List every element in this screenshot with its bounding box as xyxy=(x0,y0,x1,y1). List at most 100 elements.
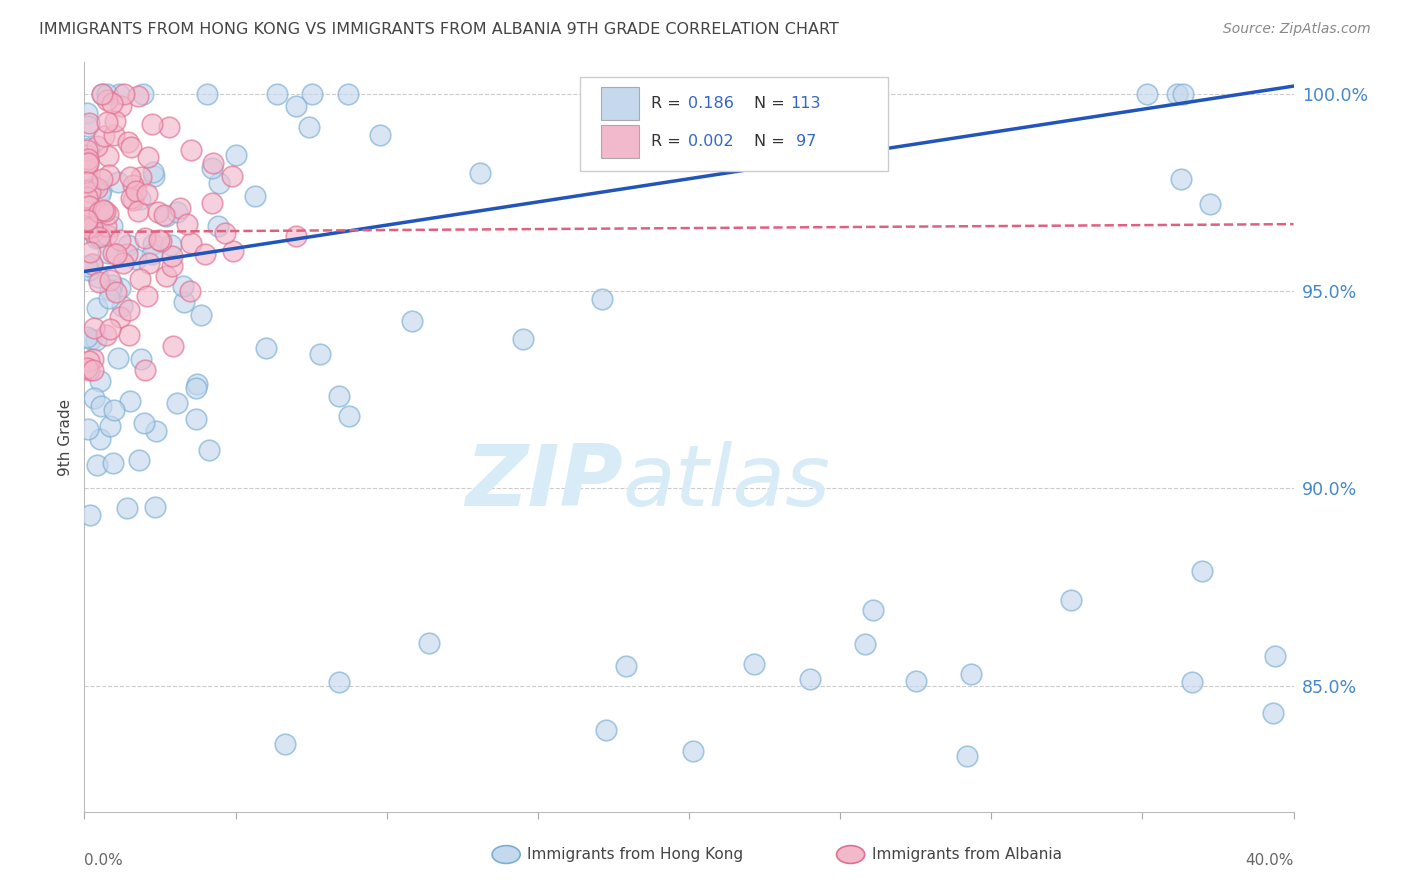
Point xyxy=(86,301,108,315)
Point xyxy=(100,418,122,433)
Point xyxy=(1199,197,1222,211)
Point xyxy=(176,217,198,231)
Point xyxy=(143,500,166,514)
Point xyxy=(83,179,105,194)
Point xyxy=(166,205,188,219)
Point xyxy=(254,341,277,355)
Point xyxy=(120,140,142,154)
Point xyxy=(298,120,321,135)
Point xyxy=(100,283,122,297)
Point xyxy=(1136,87,1159,101)
Point xyxy=(79,212,101,227)
Point xyxy=(630,87,652,101)
Point xyxy=(128,452,150,467)
Point xyxy=(89,432,111,446)
Text: ZIP: ZIP xyxy=(465,441,623,524)
Text: N =: N = xyxy=(754,96,790,112)
Point xyxy=(328,389,350,403)
Point xyxy=(960,667,983,681)
Point xyxy=(76,211,98,225)
Point xyxy=(136,289,159,303)
Point xyxy=(127,89,149,103)
Point xyxy=(76,143,98,157)
Point xyxy=(110,310,132,324)
Text: N =: N = xyxy=(754,134,790,149)
Point xyxy=(112,87,135,101)
Point xyxy=(77,353,100,368)
Text: R =: R = xyxy=(651,96,686,112)
Point xyxy=(118,327,141,342)
Point xyxy=(86,139,108,153)
Point xyxy=(79,508,101,522)
Point xyxy=(1264,648,1286,663)
Point xyxy=(76,156,98,170)
Point xyxy=(172,278,194,293)
Point xyxy=(79,186,101,200)
Point xyxy=(214,226,236,240)
Point xyxy=(309,347,332,361)
Point xyxy=(243,189,266,203)
Point xyxy=(77,363,100,377)
Point xyxy=(201,161,224,175)
Text: 0.002: 0.002 xyxy=(688,134,734,149)
Point xyxy=(198,442,221,457)
Point xyxy=(180,143,202,157)
Point xyxy=(742,657,765,671)
Point xyxy=(162,338,184,352)
Point xyxy=(90,399,112,413)
Point xyxy=(76,213,98,227)
Point xyxy=(97,245,120,260)
Point xyxy=(105,285,128,299)
Point xyxy=(76,422,98,436)
Point xyxy=(118,302,141,317)
Point xyxy=(125,185,148,199)
Point xyxy=(108,233,131,247)
Point xyxy=(129,351,152,366)
Point xyxy=(89,230,111,244)
Point xyxy=(128,192,150,206)
Point xyxy=(76,152,98,166)
Point xyxy=(1181,675,1204,690)
Point xyxy=(82,225,104,239)
Point xyxy=(328,675,350,690)
Point xyxy=(108,87,131,101)
Point xyxy=(117,247,139,261)
Point xyxy=(591,293,613,307)
Text: 0.186: 0.186 xyxy=(688,96,734,112)
Point xyxy=(134,231,156,245)
Point xyxy=(136,186,159,201)
Point xyxy=(96,115,118,129)
Point xyxy=(96,93,118,107)
Point xyxy=(157,120,180,135)
Point xyxy=(84,231,107,245)
Point xyxy=(90,228,112,243)
Point xyxy=(108,280,131,294)
Point xyxy=(418,636,440,650)
Point xyxy=(84,333,107,347)
Point xyxy=(162,249,184,263)
Point xyxy=(80,332,103,346)
Point xyxy=(76,221,98,235)
Point xyxy=(208,176,231,190)
Point xyxy=(125,252,148,266)
Point xyxy=(79,115,101,129)
Point xyxy=(905,673,928,688)
Point xyxy=(76,163,98,178)
Point xyxy=(1166,87,1188,101)
Point xyxy=(93,128,115,143)
Point xyxy=(337,87,360,101)
Point xyxy=(117,238,139,252)
Point xyxy=(180,236,202,251)
Point xyxy=(207,219,229,234)
Point xyxy=(142,165,165,179)
Point xyxy=(614,659,637,673)
Point xyxy=(160,259,183,273)
Point xyxy=(202,155,225,169)
Point xyxy=(103,403,125,417)
Point xyxy=(166,396,188,410)
Point xyxy=(91,202,114,217)
Point xyxy=(468,165,491,179)
Point xyxy=(89,205,111,219)
Point xyxy=(194,247,217,261)
Point xyxy=(138,256,160,270)
